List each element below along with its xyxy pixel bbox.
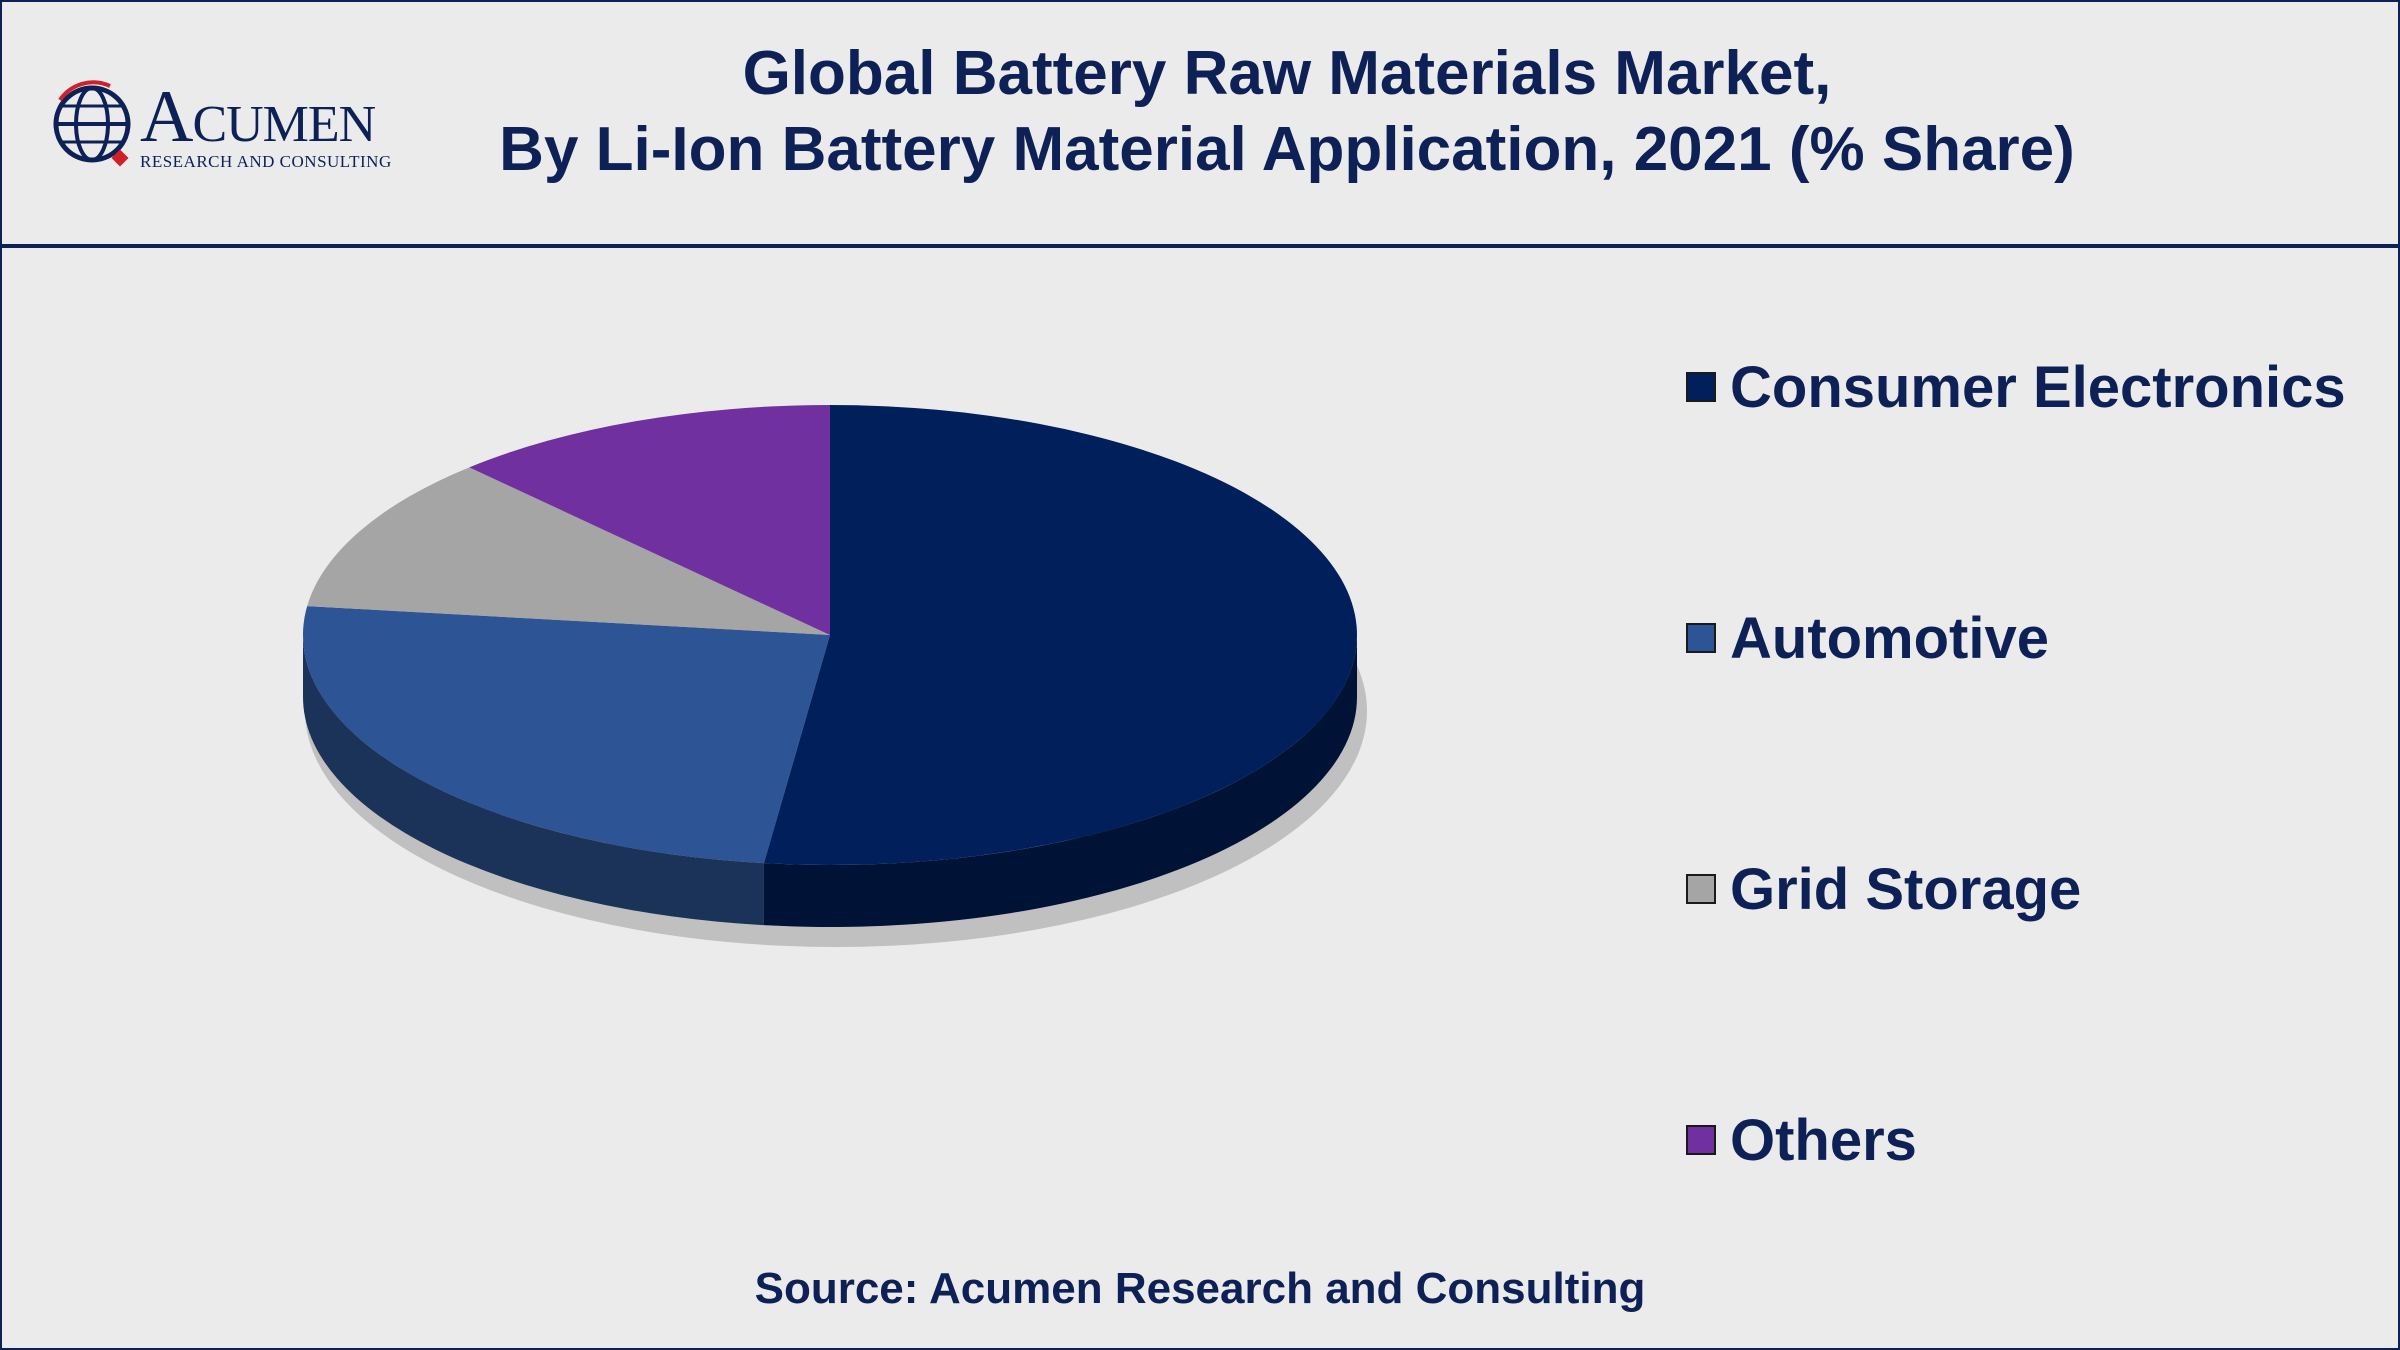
legend-item-automotive: Automotive bbox=[1686, 598, 2049, 678]
pie-slice-grid-storage bbox=[307, 467, 831, 635]
legend-label: Consumer Electronics bbox=[1730, 354, 2346, 420]
legend-swatch bbox=[1686, 874, 1716, 904]
logo-tagline: RESEARCH AND CONSULTING bbox=[140, 152, 392, 171]
source-note: Source: Acumen Research and Consulting bbox=[754, 1264, 1646, 1313]
pie-slice-automotive bbox=[302, 606, 830, 864]
legend-swatch bbox=[1686, 623, 1716, 653]
legend-swatch bbox=[1686, 1125, 1716, 1155]
logo-name: Acumen bbox=[140, 76, 376, 158]
legend-item-consumer-electronics: Consumer Electronics bbox=[1686, 347, 2346, 427]
legend-item-others: Others bbox=[1686, 1100, 1917, 1180]
pie-slice-consumer-electronics bbox=[763, 405, 1357, 865]
pie-slice-others bbox=[469, 405, 830, 635]
chart-title: Global Battery Raw Materials Market, By … bbox=[422, 36, 2152, 188]
legend-label: Automotive bbox=[1730, 605, 2049, 671]
legend-item-grid-storage: Grid Storage bbox=[1686, 849, 2081, 929]
legend-label: Grid Storage bbox=[1730, 856, 2082, 922]
title-line-2: By Li-Ion Battery Material Application, … bbox=[499, 115, 2075, 184]
pie-side-consumer-electronics bbox=[763, 635, 1357, 927]
globe-icon bbox=[53, 80, 131, 167]
pie-side-automotive bbox=[303, 635, 764, 926]
legend-swatch bbox=[1686, 372, 1716, 402]
legend-label: Others bbox=[1730, 1107, 1917, 1173]
acumen-logo: Acumen RESEARCH AND CONSULTING bbox=[50, 80, 410, 180]
header: Acumen RESEARCH AND CONSULTING Global Ba… bbox=[2, 2, 2398, 248]
title-line-1: Global Battery Raw Materials Market, bbox=[742, 39, 1832, 108]
